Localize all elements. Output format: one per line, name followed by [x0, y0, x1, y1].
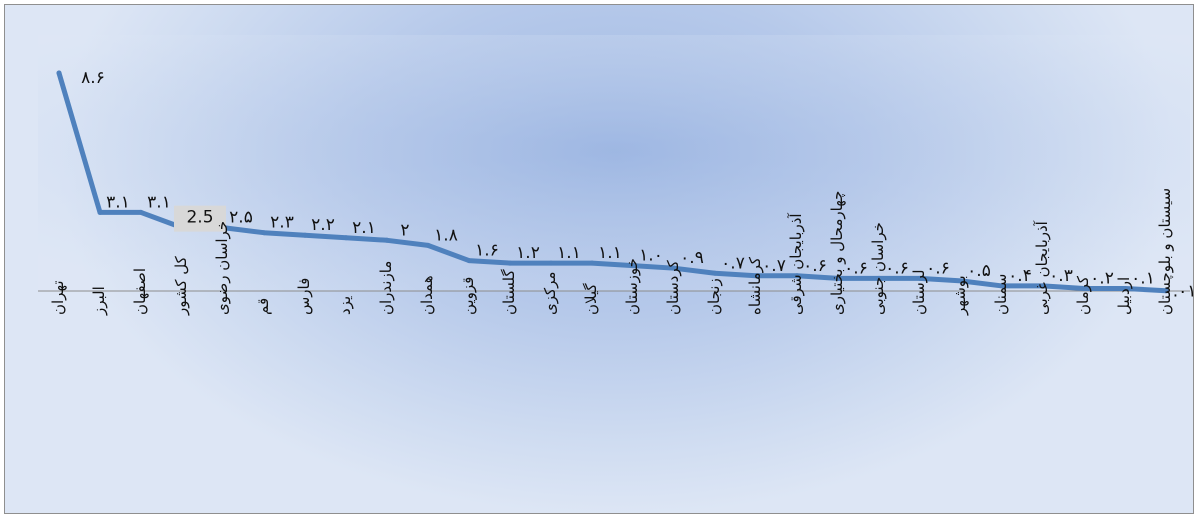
data-label: ۰.۶ [885, 258, 909, 278]
data-point [56, 70, 62, 76]
x-tick-label: فارس [295, 278, 313, 315]
x-tick-label: آذربایجان شرقی [787, 213, 805, 315]
x-tick-label: بوشهر [951, 275, 969, 316]
x-tick-label: آذربایجان غربی [1033, 220, 1051, 315]
x-tick-label: کرمان [1074, 275, 1092, 315]
x-tick-label: لرستان [910, 269, 928, 315]
x-tick-label: خوزستان [623, 258, 641, 315]
x-tick-label: تهران [49, 280, 67, 315]
data-point [548, 260, 554, 266]
data-label: ۰.۹ [680, 248, 704, 268]
data-label: ۰.۰۱ [1164, 282, 1195, 302]
data-label: ۰.۲ [1090, 268, 1114, 288]
data-point [302, 232, 308, 238]
data-point [1040, 283, 1046, 289]
x-tick-label: خراسان رضوی [213, 221, 231, 315]
data-label: ۲.۲ [311, 215, 335, 235]
x-tick-label: گیلان [582, 283, 600, 315]
data-point [917, 275, 923, 281]
x-tick-label: قزوین [459, 277, 477, 315]
data-point [712, 270, 718, 276]
data-label: ۰.۴ [1008, 266, 1032, 286]
data-label: ۰.۱ [1131, 268, 1155, 288]
data-label: ۱.۰ [639, 246, 663, 266]
data-point [671, 265, 677, 271]
data-point [507, 260, 513, 266]
data-point [1081, 285, 1087, 291]
data-label: ۰.۶ [926, 258, 950, 278]
data-label: ۱.۱ [598, 243, 622, 263]
data-point [97, 209, 103, 215]
data-label: ۰.۶ [803, 256, 827, 276]
x-tick-label: سمنان [992, 274, 1010, 315]
x-tick-label: چهارمحال و بختیاری [828, 191, 846, 315]
x-tick-label: گلستان [500, 269, 518, 315]
data-label: ۰.۳ [1049, 266, 1073, 286]
line-chart: ۸.۶ ۳.۱ ۳.۱ 2.5 ۲.۵ ۲.۳ ۲.۲ ۲.۱ ۲ ۱.۸ ۱.۶ ۱.۲ ۱.۱ ۱.۱… [38, 35, 1195, 316]
data-label-highlight-box [174, 205, 226, 232]
series-line [56, 70, 1169, 294]
data-label: ۰.۶ [844, 258, 868, 278]
data-point [835, 275, 841, 281]
data-point [876, 275, 882, 281]
data-label: ۸.۶ [81, 68, 105, 88]
x-tick-label: کرمانشاه [746, 256, 764, 315]
data-label: ۰.۵ [967, 261, 991, 281]
x-tick-label: البرز [90, 286, 108, 316]
x-tick-label: اردبیل [1115, 277, 1133, 315]
x-tick-label: اصفهان [131, 268, 149, 315]
data-label: ۳.۱ [147, 192, 171, 212]
data-point [1163, 288, 1169, 294]
data-point [425, 242, 431, 248]
data-label: ۲.۵ [229, 208, 253, 228]
data-point [138, 209, 144, 215]
data-label: ۲.۱ [352, 218, 376, 238]
data-point [384, 237, 390, 243]
data-point [630, 263, 636, 269]
data-point [261, 230, 267, 236]
x-tick-label: سیستان و بلوچستان [1156, 188, 1174, 315]
data-label: ۱.۲ [516, 243, 540, 263]
data-label: ۱.۶ [475, 241, 499, 261]
data-point [1122, 285, 1128, 291]
data-point [794, 273, 800, 279]
x-tick-label: یزد [336, 296, 354, 315]
data-label: ۰.۷ [721, 253, 745, 273]
x-tick-label: زنجان [705, 278, 723, 315]
x-tick-label: کردستان [664, 259, 682, 315]
data-label: ۳.۱ [106, 192, 130, 212]
data-label: ۱.۸ [434, 225, 458, 245]
data-point [753, 273, 759, 279]
x-tick-label: مرکزی [541, 272, 559, 315]
data-label: ۰.۷ [762, 256, 786, 276]
data-label: ۲ [400, 220, 409, 240]
data-point [589, 260, 595, 266]
data-point [958, 278, 964, 284]
x-tick-label: قم [254, 298, 272, 315]
data-point [343, 235, 349, 241]
x-tick-label: خراسان جنوبی [869, 222, 887, 315]
x-tick-label: مازندران [377, 261, 395, 315]
plot-area [38, 35, 1190, 291]
data-label: ۲.۳ [270, 213, 294, 233]
x-tick-label: همدان [418, 275, 436, 315]
data-label: ۱.۱ [557, 243, 581, 263]
data-point [466, 258, 472, 264]
x-tick-label: کل کشور [172, 255, 190, 316]
data-point [999, 283, 1005, 289]
chart-frame: ۸.۶ ۳.۱ ۳.۱ 2.5 ۲.۵ ۲.۳ ۲.۲ ۲.۱ ۲ ۱.۸ ۱.۶ ۱.۲ ۱.۱ ۱.۱… [4, 4, 1195, 514]
data-label: 2.5 [186, 208, 213, 228]
